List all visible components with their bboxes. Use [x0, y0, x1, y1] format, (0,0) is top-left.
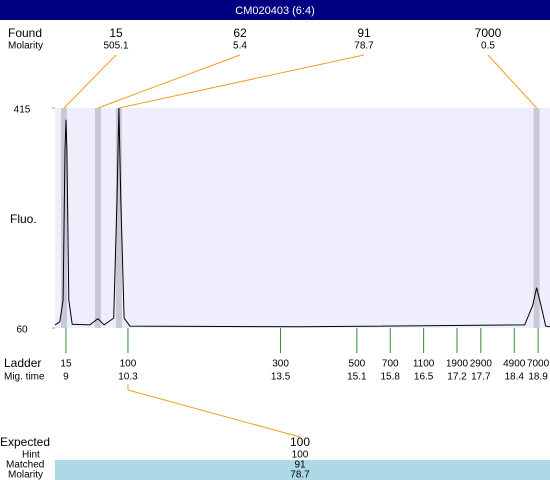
peak-connector	[63, 54, 117, 109]
ladder-time: 10.3	[118, 372, 138, 383]
peak-band	[94, 108, 101, 328]
ladder-time: 17.7	[471, 372, 491, 383]
found-molarity: 78.7	[354, 41, 374, 52]
found-molarity: 505.1	[103, 41, 128, 52]
molarity-value: 78.7	[290, 470, 310, 480]
expected-label: Expected	[0, 435, 50, 449]
ladder-size: 15	[60, 359, 72, 370]
found-molarity: 5.4	[233, 41, 247, 52]
ladder-size: 100	[120, 359, 137, 370]
peak-band	[533, 108, 540, 328]
ladder-size: 700	[382, 359, 399, 370]
ladder-time: 15.8	[381, 372, 401, 383]
matched-label: Matched	[6, 460, 44, 471]
matched-value: 91	[294, 460, 306, 471]
matched-band	[55, 460, 550, 480]
ladder-time: 16.5	[414, 372, 434, 383]
y-tick-label: 60	[16, 325, 28, 336]
plot-area	[55, 108, 550, 328]
ladder-size: 1900	[446, 359, 469, 370]
ladder-size: 4900	[503, 359, 526, 370]
ladder-time: 15.1	[347, 372, 367, 383]
found-size: 7000	[475, 26, 502, 40]
ladder-size: 300	[272, 359, 289, 370]
peak-band	[115, 108, 122, 328]
found-size: 91	[357, 26, 371, 40]
ladder-time: 9	[63, 372, 69, 383]
found-size: 15	[109, 26, 123, 40]
ladder-size: 2900	[470, 359, 493, 370]
found-molarity: 0.5	[481, 41, 495, 52]
y-axis-label: Fluo.	[10, 212, 37, 226]
ladder-time: 17.2	[447, 372, 467, 383]
ladder-size: 1100	[413, 359, 435, 370]
ladder-size: 7000	[527, 359, 550, 370]
molarity-label: Molarity	[8, 470, 43, 480]
found-label: Found	[8, 26, 42, 40]
peak-connector	[97, 54, 241, 109]
ladder-label: Ladder	[4, 356, 41, 370]
trace	[54, 107, 550, 328]
peak-connector	[487, 54, 538, 109]
ladder-time: 13.5	[271, 372, 291, 383]
hint-value: 100	[292, 450, 309, 461]
ladder-time: 18.9	[528, 372, 548, 383]
found-size: 62	[233, 26, 247, 40]
chart-title: CM020403 (6:4)	[235, 5, 315, 17]
ladder-size: 500	[349, 359, 366, 370]
expected-value: 100	[290, 435, 310, 449]
expected-connector	[127, 389, 301, 438]
y-tick-label: 415	[14, 105, 31, 116]
peak-connector	[118, 54, 365, 109]
hint-label: Hint	[22, 450, 40, 461]
mig-time-label: Mig. time	[4, 372, 45, 383]
molarity-label: Molarity	[8, 41, 43, 52]
title-bar	[0, 0, 550, 20]
ladder-time: 18.4	[504, 372, 524, 383]
